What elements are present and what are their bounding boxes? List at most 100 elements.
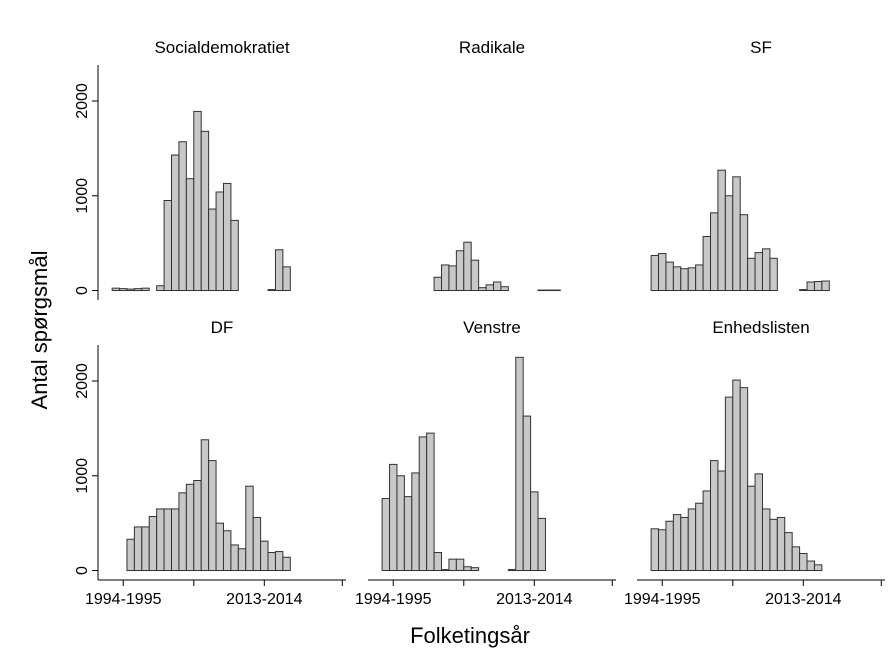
bar <box>470 567 480 572</box>
panel-title: Radikale <box>459 38 525 57</box>
bar <box>455 250 465 292</box>
bar <box>695 264 704 292</box>
bar <box>463 241 472 292</box>
bar <box>680 268 689 292</box>
bar <box>215 522 224 572</box>
bar <box>784 532 793 572</box>
bar <box>163 200 173 292</box>
bar <box>500 286 509 292</box>
y-tick-label: 2000 <box>74 363 91 399</box>
bar <box>282 266 291 292</box>
bar <box>455 558 465 572</box>
bar <box>193 110 202 292</box>
bar <box>739 387 749 572</box>
bar <box>537 517 546 572</box>
bar <box>485 284 494 292</box>
bar <box>163 508 173 572</box>
bar <box>732 379 741 572</box>
bar <box>702 490 712 572</box>
bar <box>747 485 756 572</box>
bar <box>260 540 269 572</box>
bar <box>126 538 135 572</box>
bar <box>791 546 801 572</box>
bar <box>515 356 524 572</box>
bar <box>200 439 210 572</box>
bar <box>156 285 165 292</box>
bar <box>126 288 135 292</box>
bar <box>658 529 667 572</box>
bar <box>776 516 786 572</box>
bar <box>813 281 823 292</box>
bar <box>537 289 546 292</box>
bar <box>426 432 435 572</box>
bar <box>178 141 187 292</box>
bar <box>178 492 187 572</box>
bar <box>754 473 763 572</box>
x-tick-label: 1994-1995 <box>85 591 162 608</box>
bar <box>448 265 457 292</box>
bar <box>403 496 413 572</box>
bar <box>141 526 150 572</box>
bar <box>463 566 472 572</box>
bar <box>710 460 719 572</box>
x-tick-label: 2013-2014 <box>226 591 303 608</box>
bar <box>665 520 674 572</box>
bar <box>747 257 756 292</box>
bar <box>724 396 734 572</box>
y-tick-label: 0 <box>74 286 91 295</box>
y-tick-label: 1000 <box>74 178 91 214</box>
bar <box>695 502 704 572</box>
bar <box>411 472 420 572</box>
bar <box>687 508 697 572</box>
bar <box>185 483 195 572</box>
bar <box>732 176 741 292</box>
y-tick-label: 2000 <box>74 83 91 119</box>
bar <box>274 551 284 572</box>
bar <box>813 564 823 572</box>
bar <box>441 569 450 572</box>
bar <box>215 191 224 292</box>
bar <box>672 514 682 572</box>
bar <box>658 253 667 292</box>
bar <box>761 248 771 292</box>
x-tick-label: 2013-2014 <box>496 591 573 608</box>
bar <box>230 219 239 292</box>
bar <box>141 287 150 292</box>
x-tick-label: 1994-1995 <box>355 591 432 608</box>
bar <box>200 130 210 292</box>
y-tick-label: 0 <box>74 566 91 575</box>
bar <box>133 526 143 572</box>
panel-title: Venstre <box>463 318 521 337</box>
bar <box>448 558 457 572</box>
bar <box>769 257 778 292</box>
panel-title: Enhedslisten <box>712 318 809 337</box>
bar <box>208 460 217 572</box>
bar <box>769 518 778 572</box>
bar <box>672 266 682 292</box>
bar <box>754 252 763 292</box>
bar <box>208 208 217 292</box>
bar <box>133 288 143 292</box>
bar <box>433 552 443 572</box>
bar <box>702 236 712 292</box>
bar <box>552 289 561 292</box>
bar <box>418 436 428 572</box>
bar <box>687 267 697 292</box>
bar <box>522 415 532 572</box>
bar <box>799 289 808 292</box>
y-tick-label: 1000 <box>74 458 91 494</box>
bar <box>252 516 262 572</box>
bar <box>389 463 398 572</box>
bar <box>507 569 517 572</box>
bar <box>193 480 202 572</box>
bar <box>739 214 749 292</box>
bar <box>171 508 180 572</box>
bar <box>222 182 232 292</box>
panel-title: Socialdemokratiet <box>154 38 289 57</box>
bar <box>274 249 284 292</box>
bar <box>433 276 443 292</box>
bar <box>396 475 405 572</box>
panel-title: SF <box>750 38 772 57</box>
bar <box>230 544 239 572</box>
